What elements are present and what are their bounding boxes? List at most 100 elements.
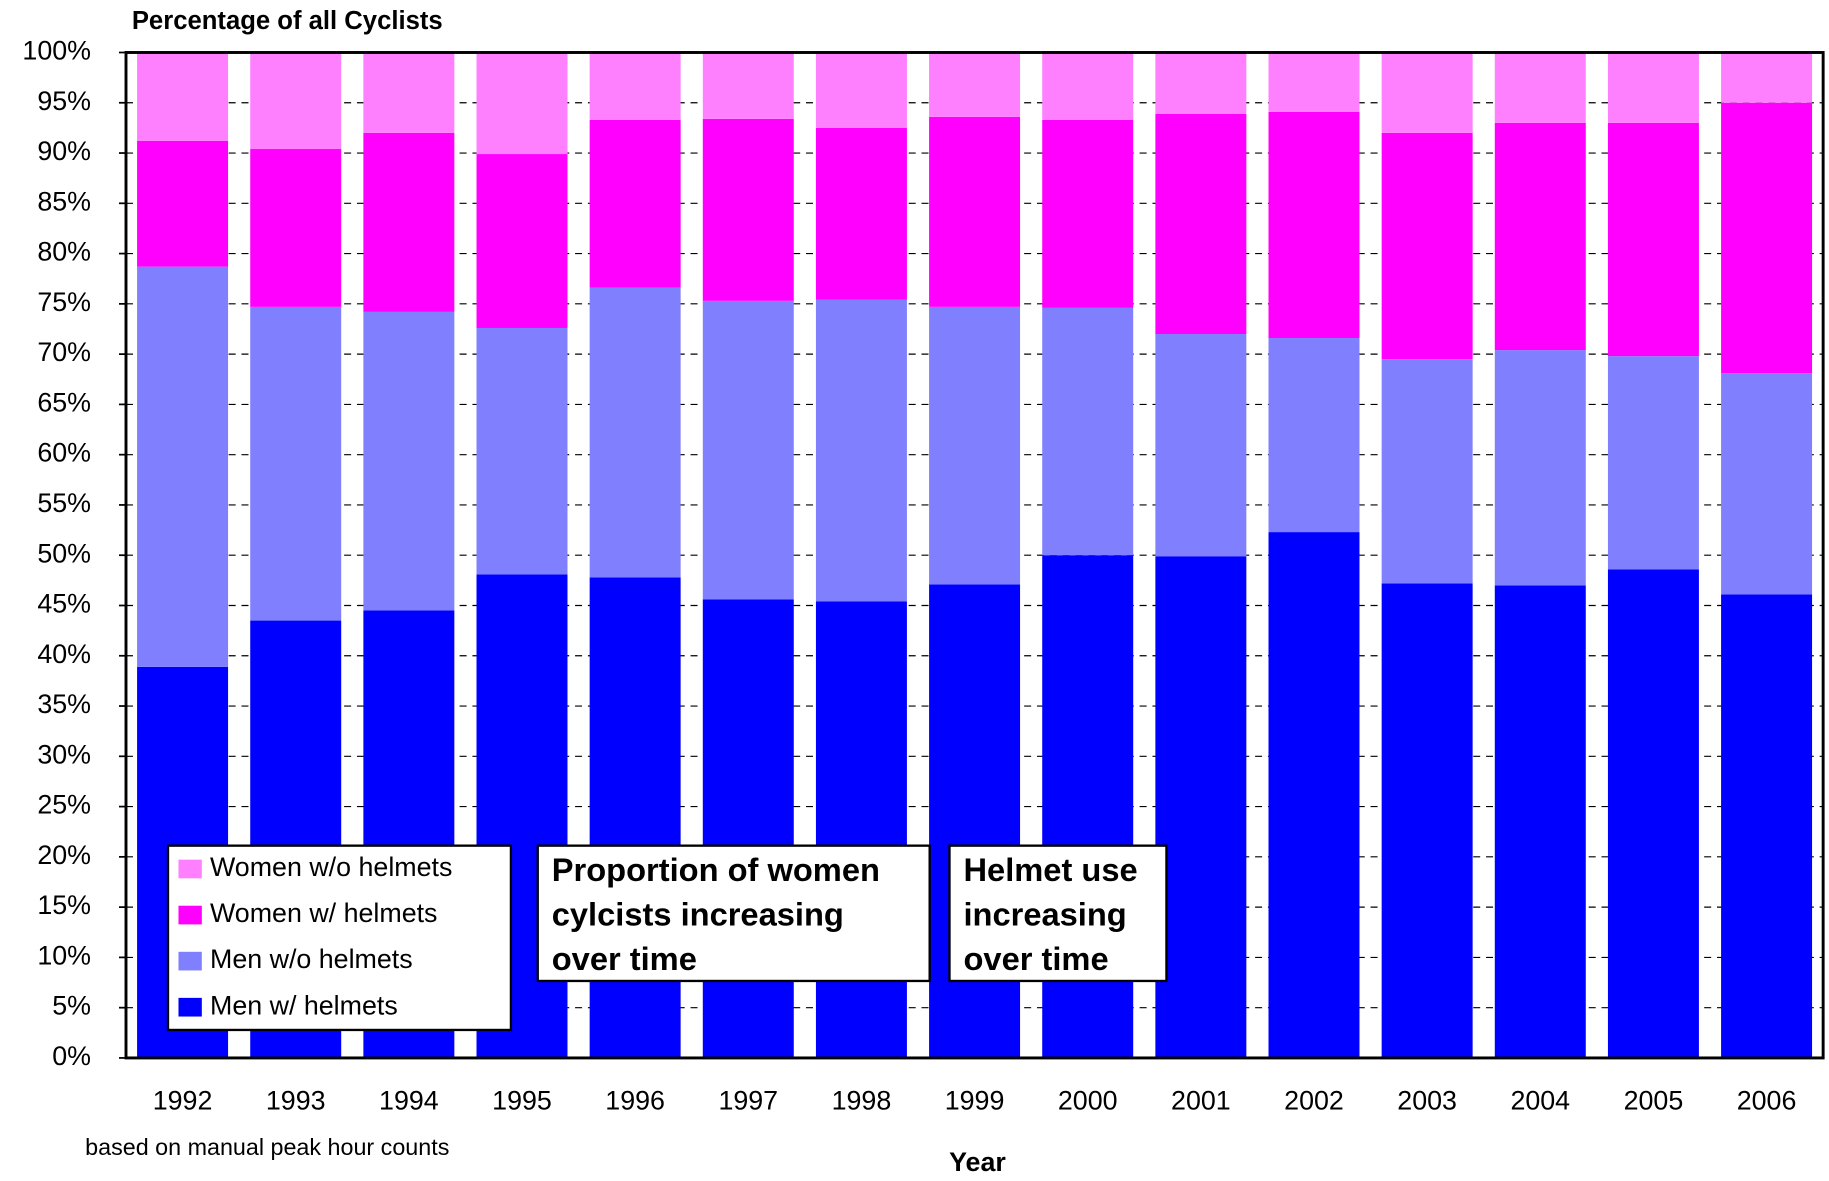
bar-segment [1042, 307, 1134, 556]
legend-swatch [178, 859, 202, 879]
bar-segment [589, 119, 681, 288]
y-tick-label: 35% [37, 689, 91, 719]
legend-label: Men w/o helmets [210, 944, 413, 974]
bar-segment [929, 306, 1021, 585]
y-tick-label: 95% [37, 86, 91, 116]
annotation-text: Helmet use [963, 851, 1137, 888]
x-tick-label: 2002 [1284, 1085, 1344, 1115]
y-tick-label: 0% [52, 1041, 91, 1071]
annotation-text: cylcists increasing [552, 895, 844, 932]
legend-swatch [178, 905, 202, 925]
bar-segment [137, 52, 229, 141]
x-tick-label: 1994 [379, 1085, 439, 1115]
y-tick-label: 80% [37, 237, 91, 267]
bar-segment [1494, 52, 1586, 123]
y-tick-label: 50% [37, 538, 91, 568]
plot-border [124, 51, 1825, 1060]
x-axis-label: Year [949, 1147, 1006, 1177]
bar-segment [476, 154, 568, 328]
bar-segment [815, 127, 907, 300]
bar-segment [702, 300, 794, 600]
y-tick-label: 100% [22, 36, 91, 66]
annotation-box [948, 844, 1168, 983]
bar-segment [1268, 532, 1360, 1058]
x-tick-label: 2003 [1397, 1085, 1457, 1115]
bar-segment [589, 577, 681, 1058]
bar-segment [929, 116, 1021, 307]
bar-segment [589, 287, 681, 578]
y-tick-label: 90% [37, 136, 91, 166]
bar-segment [1607, 52, 1699, 123]
bar-segment [1268, 52, 1360, 112]
x-tick-label: 2000 [1058, 1085, 1118, 1115]
x-tick-label: 1996 [605, 1085, 665, 1115]
x-tick-label: 1998 [832, 1085, 892, 1115]
bar-segment [702, 52, 794, 119]
annotation-text: over time [963, 940, 1108, 977]
bar-segment [702, 118, 794, 301]
bar-segment [815, 299, 907, 602]
chart-title: Percentage of all Cyclists [132, 7, 443, 35]
y-tick-label: 55% [37, 488, 91, 518]
y-tick-label: 60% [37, 438, 91, 468]
y-tick-label: 65% [37, 387, 91, 417]
bar-segment [1042, 52, 1134, 120]
bar-segment [815, 52, 907, 128]
y-tick-label: 45% [37, 589, 91, 619]
bar-segment [1042, 119, 1134, 308]
legend-swatch [178, 951, 202, 971]
bar-segment [1268, 111, 1360, 339]
bar-segment [363, 52, 455, 133]
x-tick-label: 1997 [718, 1085, 778, 1115]
annotation-text: over time [552, 940, 697, 977]
y-tick-label: 40% [37, 639, 91, 669]
x-tick-label: 2005 [1624, 1085, 1684, 1115]
bar-segment [815, 601, 907, 1058]
bar-segment [250, 52, 342, 150]
bar-segment [1721, 594, 1813, 1058]
bar-segment [476, 52, 568, 155]
x-tick-label: 2004 [1510, 1085, 1570, 1115]
x-tick-label: 1995 [492, 1085, 552, 1115]
bar-segment [1381, 583, 1473, 1058]
bar-segment [1042, 555, 1134, 1058]
legend-label: Women w/o helmets [210, 852, 452, 882]
bar-segment [363, 311, 455, 611]
y-tick-label: 10% [37, 940, 91, 970]
annotation-box [536, 844, 931, 983]
bar-segment [250, 306, 342, 621]
bar-segment [1155, 334, 1247, 557]
bar-segment [1381, 132, 1473, 360]
y-tick-label: 75% [37, 287, 91, 317]
bar-segment [1721, 52, 1813, 103]
bar-segment [929, 52, 1021, 117]
bar-segment [1155, 556, 1247, 1058]
legend-box [166, 844, 513, 1032]
bar-segment [137, 266, 229, 667]
bar-segment [1268, 338, 1360, 533]
bar-segment [137, 140, 229, 267]
bar-segment [1494, 350, 1586, 586]
y-tick-label: 30% [37, 739, 91, 769]
x-tick-label: 1992 [153, 1085, 213, 1115]
bar-segment [702, 599, 794, 1058]
y-tick-label: 25% [37, 790, 91, 820]
bar-segment [363, 132, 455, 312]
y-tick-label: 20% [37, 840, 91, 870]
bar-segment [1381, 359, 1473, 584]
legend-swatch [178, 997, 202, 1017]
bar-segment [1721, 373, 1813, 595]
bar-segment [1381, 52, 1473, 133]
bar-segment [1494, 122, 1586, 351]
legend-label: Women w/ helmets [210, 898, 438, 928]
y-tick-label: 5% [52, 991, 91, 1021]
y-tick-label: 70% [37, 337, 91, 367]
bar-segment [929, 584, 1021, 1058]
annotation-text: increasing [963, 895, 1126, 932]
bar-segment [1494, 585, 1586, 1058]
x-tick-label: 1993 [266, 1085, 326, 1115]
x-tick-label: 2006 [1737, 1085, 1797, 1115]
bar-segment [589, 52, 681, 120]
y-tick-label: 15% [37, 890, 91, 920]
